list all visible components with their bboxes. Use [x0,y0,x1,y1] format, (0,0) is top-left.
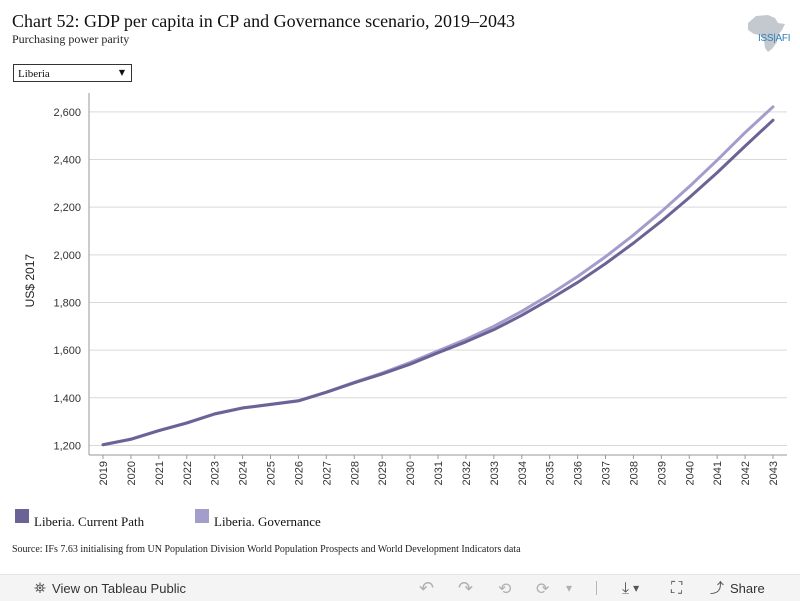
country-filter-dropdown[interactable]: Liberia ▼ [13,64,132,82]
y-tick-label: 1,800 [53,297,81,309]
x-tick-label: 2021 [154,461,166,485]
caret-down-icon: ▼ [118,68,125,77]
tableau-logo-icon: ⛯ [34,579,47,597]
x-tick-label: 2040 [684,461,696,485]
pause-dropdown-icon[interactable]: ▾ [566,581,573,595]
country-filter-value: Liberia [18,68,50,80]
source-note: Source: IFs 7.63 initialising from UN Po… [12,544,521,555]
view-on-tableau-label: View on Tableau Public [52,580,186,596]
y-tick-label: 2,600 [53,107,81,119]
x-tick-label: 2029 [377,461,389,485]
download-button[interactable]: ⤓ ▾ [622,578,640,597]
x-tick-label: 2023 [210,461,222,485]
x-tick-label: 2039 [656,461,668,485]
y-tick-label: 1,200 [53,440,81,452]
chevron-down-icon: ▾ [633,581,640,595]
series-line-governance [101,105,775,447]
x-tick-label: 2036 [573,461,585,485]
legend-label-governance: Liberia. Governance [214,514,321,529]
share-icon: ⤴ [710,581,724,597]
y-tick-label: 2,400 [53,154,81,166]
share-button[interactable]: ⤴ Share [710,579,765,598]
y-tick-label: 1,400 [53,393,81,405]
gdp-line-chart: 1,200 1,400 1,600 1,800 2,000 2,200 2,400 2,600… [23,93,787,485]
x-tick-label: 2030 [405,461,417,485]
y-tick-label: 2,000 [53,250,81,262]
x-tick-label: 2037 [601,461,613,485]
y-tick-label: 1,600 [53,345,81,357]
y-tick-label: 2,200 [53,202,81,214]
x-tick-label: 2032 [461,461,473,485]
x-tick-label: 2043 [768,461,780,485]
africa-map-logo-icon [748,15,785,52]
x-tick-label: 2031 [433,461,445,485]
x-tick-label: 2027 [321,461,333,485]
chart-title: Chart 52: GDP per capita in CP and Gover… [12,11,516,31]
x-tick-label: 2022 [182,461,194,485]
fullscreen-icon[interactable]: ⛶ [671,578,683,597]
x-tick-label: 2019 [98,461,110,485]
y-axis-title: US$ 2017 [23,254,37,308]
x-tick-label: 2024 [238,461,250,485]
download-icon: ⤓ [622,578,630,597]
x-tick-label: 2020 [126,461,138,485]
toolbar-divider [596,581,597,595]
legend-label-current-path: Liberia. Current Path [34,514,145,529]
x-tick-label: 2035 [545,461,557,485]
x-tick-label: 2041 [712,461,724,485]
legend-swatch-current-path [15,509,29,523]
view-on-tableau-button[interactable]: ⛯ View on Tableau Public [34,579,186,597]
series-line-current-path [101,118,775,447]
share-label: Share [730,580,765,596]
refresh-icon[interactable]: ⟳ [536,578,550,598]
iss-afi-logo-text: ISS|AFI [758,33,791,44]
x-tick-label: 2034 [517,461,529,485]
x-tick-label: 2038 [628,461,640,485]
redo-icon[interactable]: ↷ [458,577,474,599]
x-tick-label: 2042 [740,461,752,485]
chart-subtitle: Purchasing power parity [12,32,130,46]
revert-icon[interactable]: ⟲ [498,578,512,598]
x-tick-label: 2033 [489,461,501,485]
x-tick-label: 2028 [349,461,361,485]
tableau-toolbar: ⛯ View on Tableau Public ↶ ↷ ⟲ ⟳ ▾ ⤓ ▾ ⛶… [0,574,800,601]
x-tick-label: 2026 [293,461,305,485]
x-tick-label: 2025 [266,461,278,485]
undo-icon[interactable]: ↶ [419,577,435,599]
legend-swatch-governance [195,509,209,523]
